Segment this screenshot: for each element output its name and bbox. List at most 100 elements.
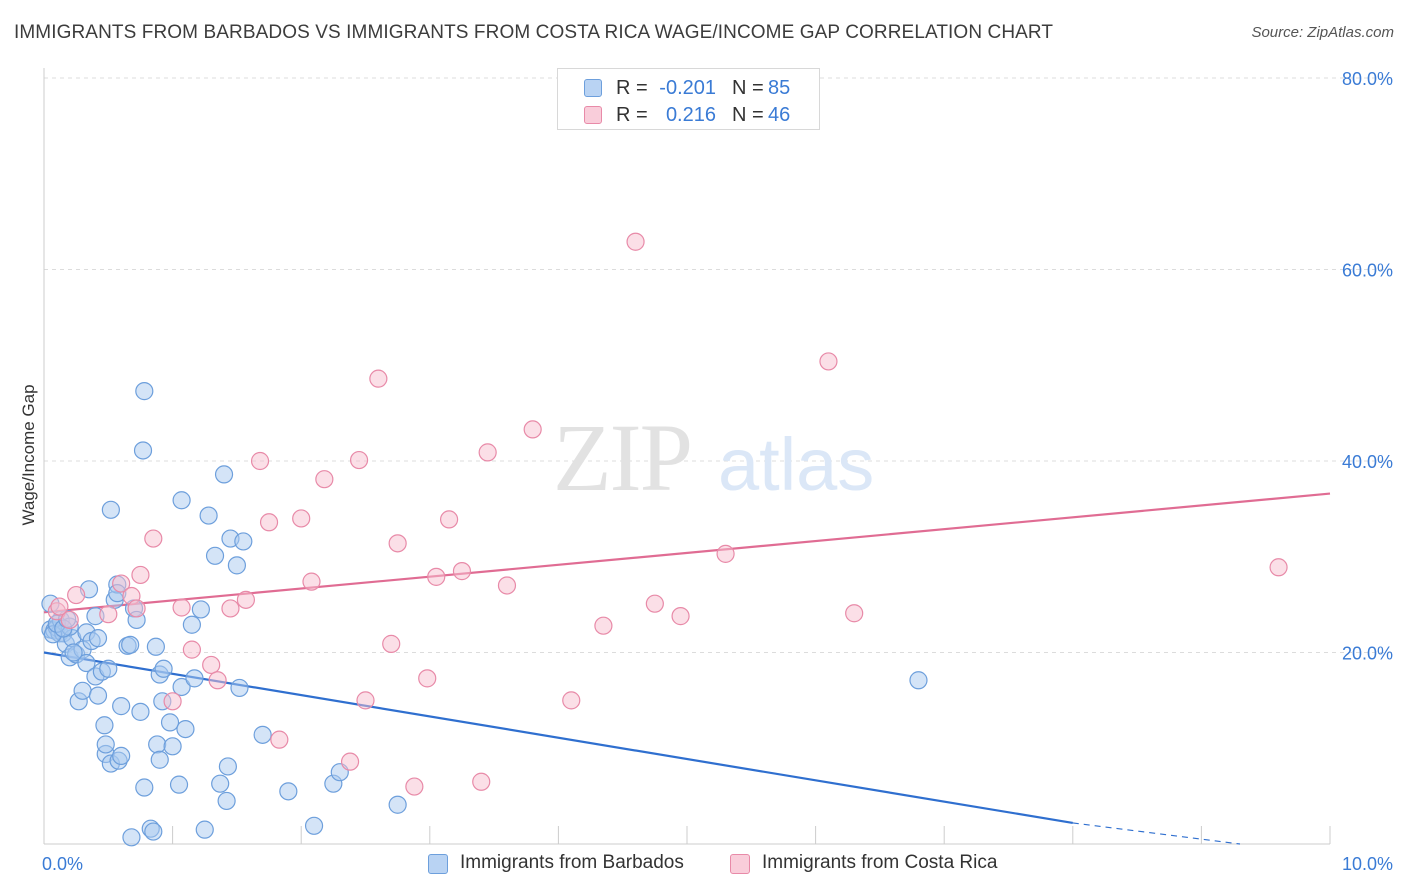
- data-point-costa-rica: [716, 544, 735, 563]
- data-point-barbados: [95, 716, 114, 735]
- data-point-barbados: [77, 653, 96, 673]
- data-point-costa-rica: [144, 529, 163, 548]
- data-point-costa-rica: [671, 607, 690, 626]
- data-point-barbados: [144, 822, 163, 841]
- data-point-costa-rica: [340, 752, 360, 771]
- data-point-barbados: [122, 828, 141, 847]
- legend-label-costa-rica: Immigrants from Costa Rica: [762, 852, 998, 873]
- data-point-costa-rica: [60, 610, 79, 630]
- y-tick-label: 60.0%: [1342, 261, 1393, 281]
- legend-label-barbados: Immigrants from Barbados: [460, 852, 684, 873]
- data-point-barbados: [227, 556, 246, 575]
- data-point-costa-rica: [594, 616, 613, 635]
- legend-swatch-costa-rica: [730, 854, 750, 874]
- legend-n-label: N =: [732, 77, 764, 99]
- data-point-costa-rica: [478, 443, 497, 462]
- data-point-barbados: [133, 441, 153, 460]
- watermark: ZIP atlas: [553, 404, 874, 511]
- data-point-barbados: [88, 686, 108, 705]
- data-point-barbados: [191, 600, 210, 619]
- data-point-costa-rica: [523, 420, 542, 439]
- data-point-costa-rica: [439, 510, 459, 529]
- data-point-barbados: [112, 697, 131, 716]
- data-point-costa-rica: [472, 772, 491, 791]
- legend-r-value: 0.216: [665, 104, 716, 126]
- data-point-costa-rica: [112, 574, 131, 593]
- data-point-costa-rica: [208, 671, 227, 690]
- data-point-costa-rica: [67, 585, 86, 605]
- data-point-costa-rica: [172, 598, 191, 617]
- data-point-costa-rica: [259, 513, 279, 532]
- data-point-costa-rica: [221, 599, 240, 618]
- data-point-costa-rica: [369, 369, 388, 388]
- data-point-barbados: [172, 491, 191, 510]
- data-point-barbados: [121, 635, 140, 654]
- correlation-legend: R = -0.201 N = 85 R = 0.216 N = 46: [557, 68, 820, 130]
- data-points: [41, 232, 1288, 847]
- data-point-barbados: [146, 637, 165, 656]
- y-tick-label: 80.0%: [1342, 69, 1393, 89]
- data-point-barbados: [163, 737, 182, 756]
- data-point-barbados: [304, 816, 324, 835]
- legend-n-value: 46: [768, 104, 791, 126]
- data-point-barbados: [185, 669, 204, 688]
- legend-r-value: -0.201: [659, 77, 716, 99]
- data-point-barbados: [199, 506, 218, 525]
- y-tick-label: 40.0%: [1342, 452, 1393, 472]
- x-tick-label: 10.0%: [1342, 854, 1393, 874]
- data-point-barbados: [112, 746, 131, 766]
- data-point-barbados: [131, 702, 150, 721]
- data-point-costa-rica: [356, 691, 375, 710]
- legend-row-barbados: R = -0.201 N = 85: [558, 75, 819, 101]
- data-point-costa-rica: [405, 777, 424, 796]
- data-point-costa-rica: [1269, 558, 1288, 577]
- data-point-barbados: [195, 820, 214, 839]
- data-point-costa-rica: [292, 509, 311, 528]
- data-point-costa-rica: [163, 692, 182, 711]
- data-point-costa-rica: [382, 634, 401, 653]
- data-point-barbados: [96, 735, 115, 754]
- data-point-costa-rica: [50, 597, 69, 616]
- data-point-costa-rica: [427, 567, 446, 586]
- data-point-costa-rica: [99, 605, 118, 624]
- data-point-barbados: [230, 678, 249, 698]
- tick-labels: 20.0% 40.0% 60.0% 80.0% 0.0% 10.0%: [42, 69, 1393, 874]
- data-point-costa-rica: [626, 232, 645, 251]
- data-point-barbados: [73, 681, 92, 700]
- data-point-costa-rica: [452, 562, 472, 581]
- data-point-costa-rica: [302, 572, 321, 591]
- y-tick-label: 20.0%: [1342, 644, 1393, 664]
- data-point-costa-rica: [131, 565, 150, 585]
- data-point-costa-rica: [497, 576, 517, 595]
- data-point-barbados: [160, 713, 180, 732]
- data-point-barbados: [169, 775, 189, 794]
- watermark-zip: ZIP: [553, 404, 691, 511]
- legend-swatch-barbados: [428, 854, 448, 874]
- legend-n-value: 85: [768, 77, 791, 99]
- data-point-costa-rica: [845, 604, 864, 623]
- legend-n-label: N =: [732, 104, 764, 126]
- legend-swatch-barbados: [584, 79, 602, 97]
- data-point-barbados: [205, 546, 225, 565]
- trend-line-barbados-extension: [1072, 822, 1241, 845]
- data-point-barbados: [182, 615, 201, 634]
- data-point-costa-rica: [270, 730, 289, 749]
- data-point-barbados: [101, 500, 120, 519]
- data-point-costa-rica: [202, 655, 221, 675]
- data-point-barbados: [234, 532, 253, 551]
- source-label: Source: ZipAtlas.com: [1251, 24, 1394, 41]
- data-point-barbados: [909, 671, 928, 690]
- data-point-barbados: [218, 757, 237, 776]
- data-point-costa-rica: [182, 640, 201, 659]
- legend-r-label: R =: [616, 104, 648, 126]
- axes: [43, 68, 1331, 845]
- data-point-barbados: [214, 465, 234, 484]
- legend-row-costa-rica: R = 0.216 N = 46: [558, 102, 819, 128]
- data-point-barbados: [279, 782, 298, 801]
- watermark-atlas: atlas: [718, 423, 874, 506]
- data-point-barbados: [172, 677, 191, 697]
- data-point-barbados: [99, 659, 118, 678]
- data-point-costa-rica: [562, 691, 581, 710]
- data-point-barbados: [176, 719, 195, 739]
